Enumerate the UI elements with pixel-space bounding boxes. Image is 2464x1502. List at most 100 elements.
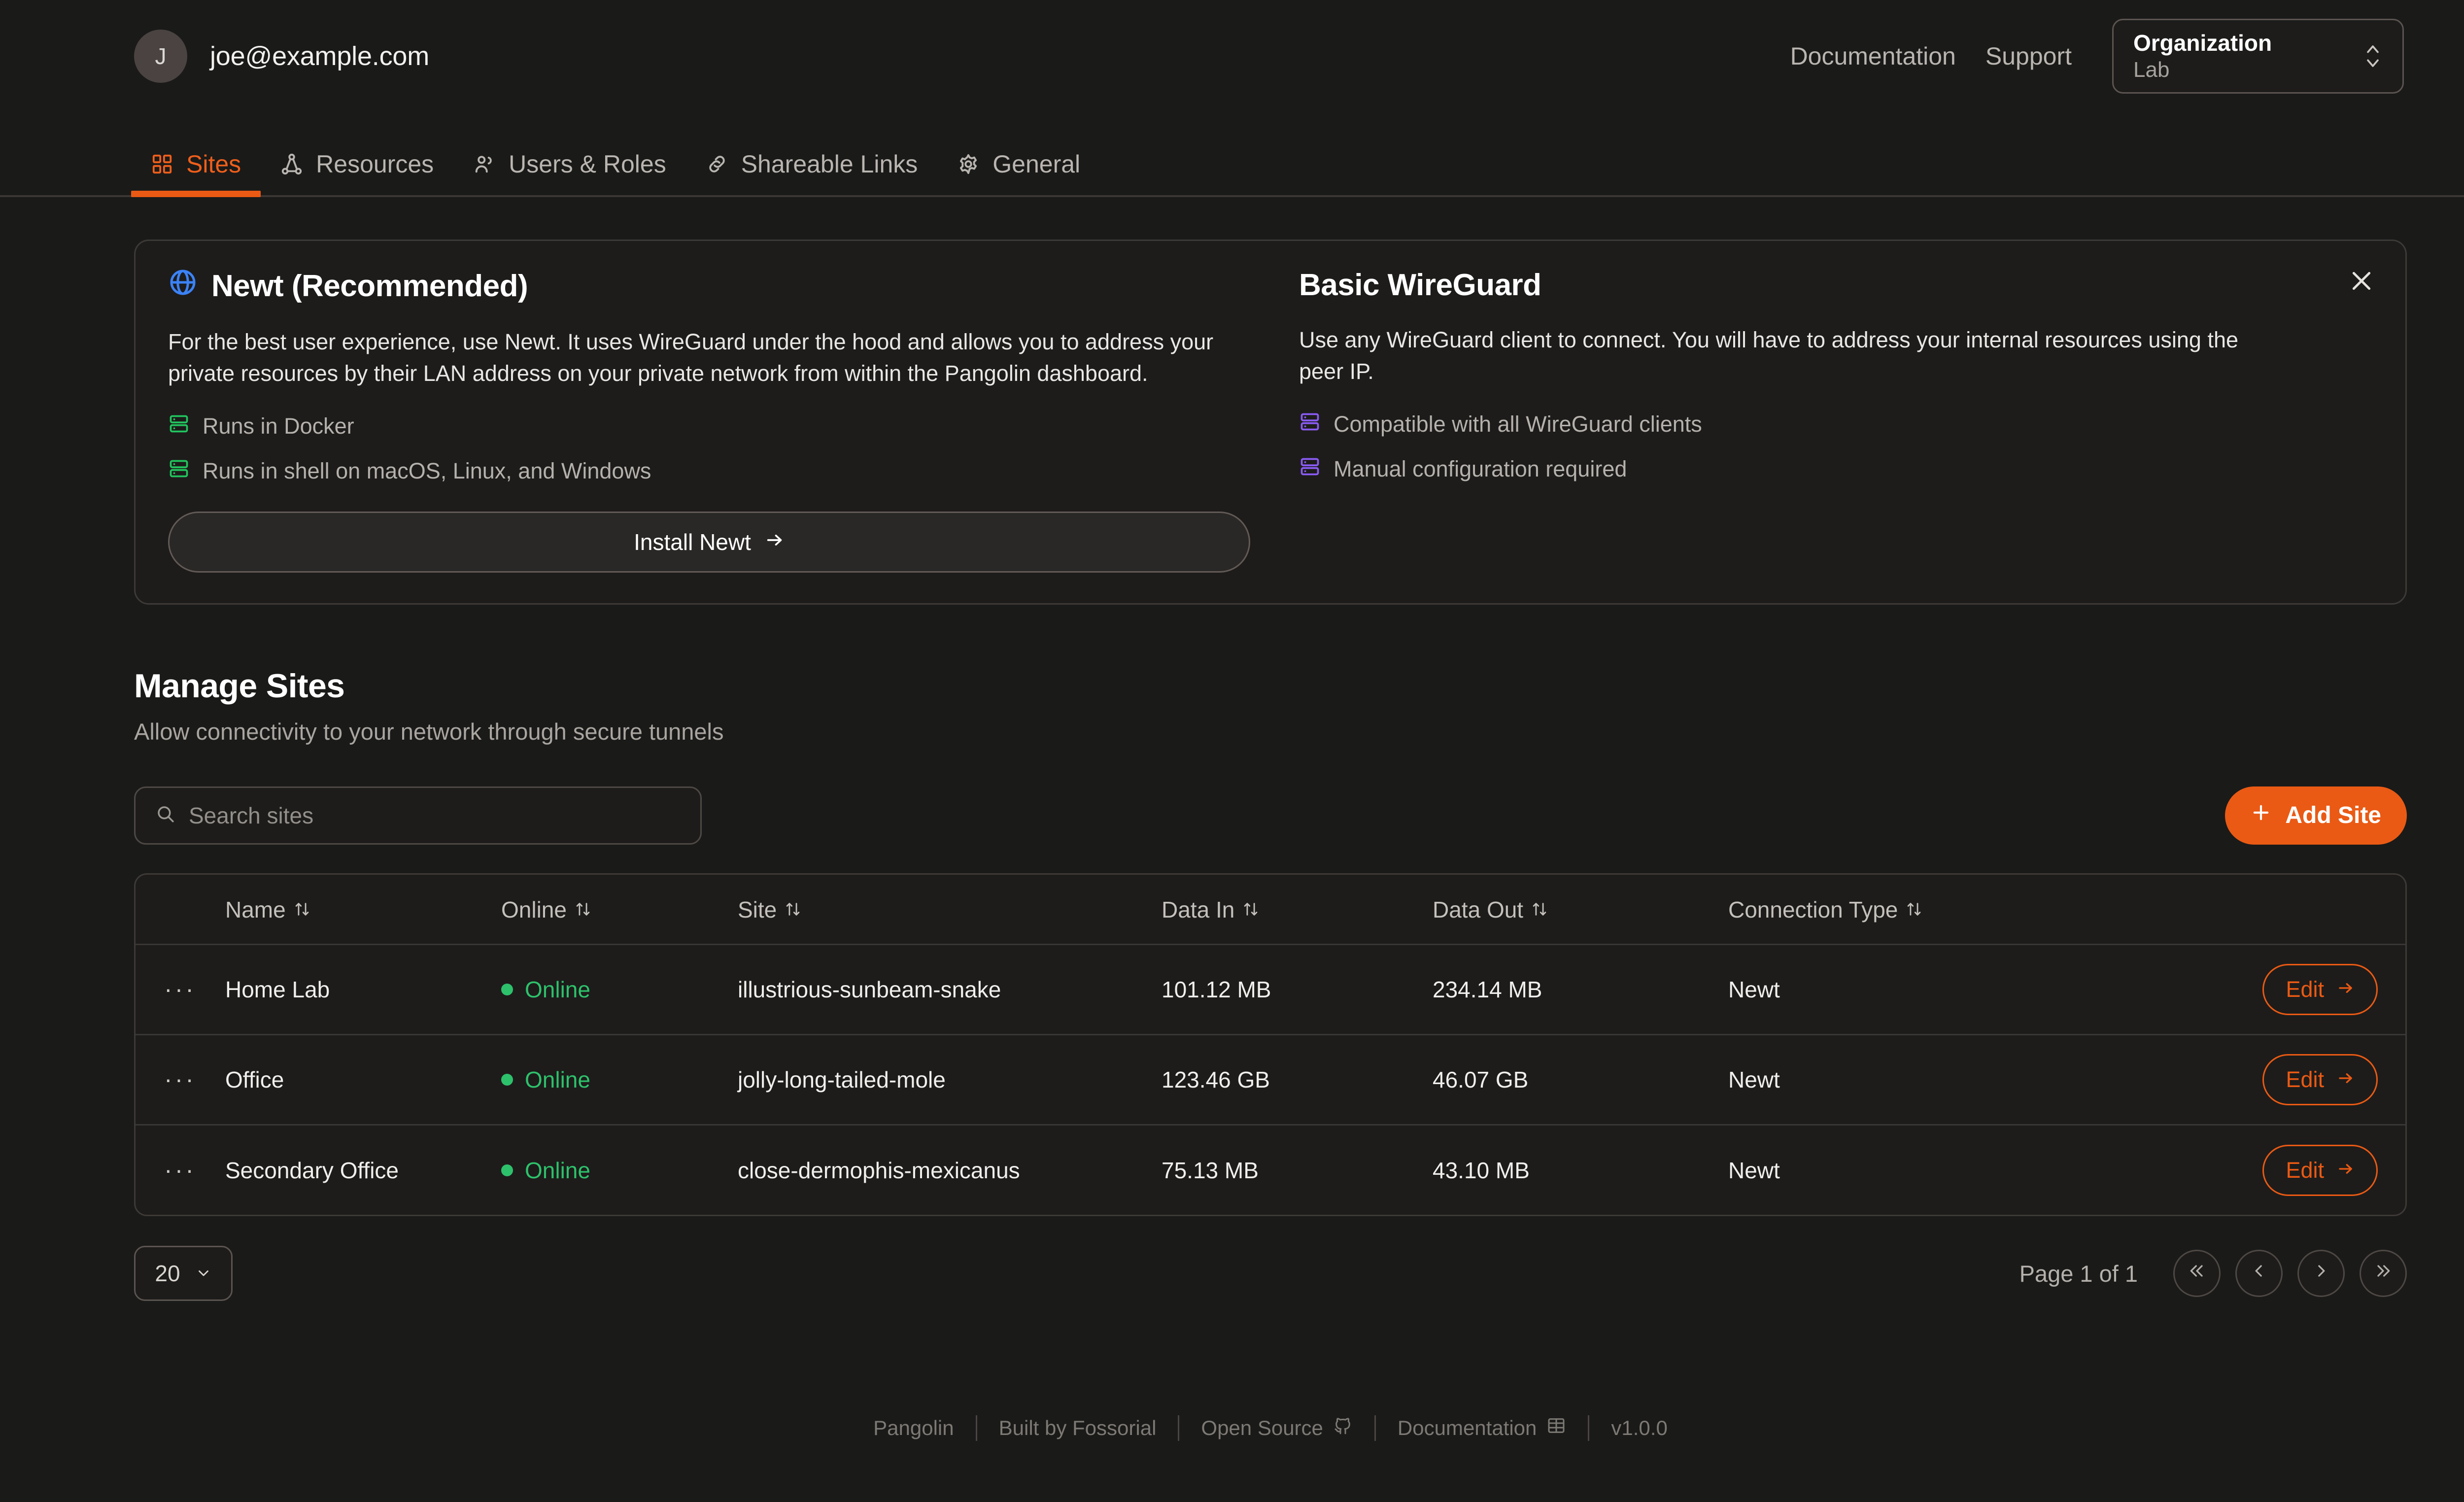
- tab-label: Sites: [186, 150, 241, 178]
- edit-button[interactable]: Edit: [2262, 1144, 2378, 1196]
- table-row[interactable]: ··· Secondary Office Online close-dermop…: [136, 1124, 2405, 1215]
- column-header-site[interactable]: Site: [738, 875, 1162, 945]
- tab-sites[interactable]: Sites: [131, 150, 261, 197]
- page-info: Page 1 of 1: [2019, 1260, 2138, 1287]
- row-menu-cell[interactable]: ···: [136, 943, 225, 1035]
- edit-button[interactable]: Edit: [2262, 1054, 2378, 1105]
- footer-divider: [1374, 1415, 1376, 1441]
- main-nav: Sites Resources Users & Roles: [0, 112, 2464, 197]
- search-sites-box[interactable]: [134, 786, 702, 845]
- chevrons-left-icon: [2187, 1261, 2207, 1286]
- org-selector-value: Lab: [2133, 58, 2170, 82]
- avatar: J: [134, 30, 187, 83]
- tab-label: General: [992, 150, 1081, 178]
- main-content: Newt (Recommended) For the best user exp…: [0, 197, 2464, 1354]
- first-page-button[interactable]: [2173, 1250, 2221, 1297]
- users-icon: [473, 153, 496, 175]
- user-email: joe@example.com: [210, 41, 430, 71]
- tab-resources[interactable]: Resources: [261, 150, 453, 195]
- newt-feature: Runs in shell on macOS, Linux, and Windo…: [168, 458, 1236, 485]
- table-row[interactable]: ··· Office Online jolly-long-tailed-mole…: [136, 1033, 2405, 1125]
- page-subtitle: Allow connectivity to your network throu…: [134, 718, 724, 745]
- table-row[interactable]: ··· Home Lab Online illustrious-sunbeam-…: [136, 943, 2405, 1035]
- app-footer: Pangolin Built by Fossorial Open Source …: [0, 1354, 2464, 1502]
- search-icon: [155, 804, 176, 827]
- feature-label: Runs in shell on macOS, Linux, and Windo…: [203, 458, 651, 484]
- chevrons-right-icon: [2373, 1261, 2393, 1286]
- cell-name: Home Lab: [225, 943, 501, 1035]
- page-title: Manage Sites: [134, 667, 345, 705]
- more-options-icon[interactable]: ···: [164, 1156, 196, 1184]
- status-badge: Online: [525, 976, 590, 1002]
- cell-site: close-dermophis-mexicanus: [738, 1124, 1162, 1215]
- newt-title: Newt (Recommended): [211, 269, 528, 303]
- previous-page-button[interactable]: [2235, 1250, 2283, 1297]
- column-header-actions: [2172, 875, 2405, 945]
- wireguard-title: Basic WireGuard: [1299, 268, 1541, 302]
- edit-label: Edit: [2286, 976, 2324, 1002]
- newt-panel: Newt (Recommended) For the best user exp…: [168, 268, 1270, 573]
- server-icon: [1299, 456, 1321, 483]
- footer-item-documentation[interactable]: Documentation: [1376, 1416, 1588, 1440]
- edit-button[interactable]: Edit: [2262, 963, 2378, 1015]
- last-page-button[interactable]: [2360, 1250, 2407, 1297]
- sort-icon: [1906, 896, 1922, 923]
- footer-divider: [1588, 1415, 1590, 1441]
- rows-per-page-select[interactable]: 20: [134, 1246, 233, 1301]
- header-link-support[interactable]: Support: [1985, 42, 2072, 70]
- close-icon[interactable]: [2344, 264, 2379, 298]
- user-block[interactable]: J joe@example.com: [134, 30, 429, 83]
- column-header-data-in[interactable]: Data In: [1162, 875, 1433, 945]
- github-icon: [1333, 1416, 1353, 1440]
- more-options-icon[interactable]: ···: [164, 975, 196, 1003]
- cell-data-in: 101.12 MB: [1162, 943, 1433, 1035]
- book-icon: [1546, 1416, 1566, 1440]
- link-icon: [706, 153, 728, 175]
- column-header-data-out[interactable]: Data Out: [1433, 875, 1728, 945]
- cell-connection-type: Newt: [1728, 1033, 2172, 1125]
- chevron-up-down-icon: [2363, 39, 2383, 73]
- next-page-button[interactable]: [2297, 1250, 2345, 1297]
- wireguard-feature: Manual configuration required: [1299, 456, 2279, 483]
- add-site-label: Add Site: [2285, 802, 2381, 829]
- more-options-icon[interactable]: ···: [164, 1065, 196, 1093]
- row-menu-cell[interactable]: ···: [136, 1124, 225, 1215]
- add-site-button[interactable]: Add Site: [2225, 786, 2407, 845]
- arrow-right-icon: [2337, 1067, 2355, 1092]
- tab-general[interactable]: General: [937, 150, 1100, 195]
- cell-data-out: 234.14 MB: [1433, 943, 1728, 1035]
- header-link-documentation[interactable]: Documentation: [1790, 42, 1956, 70]
- row-menu-cell[interactable]: ···: [136, 1033, 225, 1125]
- footer-item-built-by-fossorial[interactable]: Built by Fossorial: [998, 1416, 1157, 1439]
- server-icon: [1299, 411, 1321, 438]
- layout-grid-icon: [151, 153, 173, 175]
- cell-data-out: 43.10 MB: [1433, 1124, 1728, 1215]
- install-newt-label: Install Newt: [634, 529, 751, 555]
- row-menu-header: [136, 875, 225, 945]
- footer-documentation-label: Documentation: [1397, 1416, 1537, 1439]
- footer-item-open-source[interactable]: Open Source: [1179, 1416, 1374, 1440]
- organization-selector[interactable]: Organization Lab: [2112, 19, 2404, 94]
- cell-actions: Edit: [2172, 943, 2405, 1035]
- install-newt-button[interactable]: Install Newt: [168, 511, 1250, 573]
- cell-name: Secondary Office: [225, 1124, 501, 1215]
- feature-label: Compatible with all WireGuard clients: [1334, 411, 1702, 437]
- sites-toolbar: Add Site: [134, 786, 2407, 845]
- edit-label: Edit: [2286, 1066, 2324, 1092]
- chevron-left-icon: [2249, 1261, 2269, 1286]
- column-header-name[interactable]: Name: [225, 875, 501, 945]
- table-header-row: Name Online Site Data In Data Out Connec…: [136, 875, 2405, 945]
- org-selector-title: Organization: [2133, 30, 2272, 56]
- column-header-connection-type[interactable]: Connection Type: [1728, 875, 2172, 945]
- tab-users-roles[interactable]: Users & Roles: [453, 150, 686, 195]
- sort-icon: [294, 896, 310, 923]
- arrow-right-icon: [765, 529, 785, 555]
- sort-icon: [1531, 896, 1548, 923]
- tab-shareable-links[interactable]: Shareable Links: [686, 150, 938, 195]
- tab-label: Shareable Links: [741, 150, 918, 178]
- status-dot-icon: [501, 983, 513, 995]
- plus-icon: [2251, 802, 2271, 829]
- search-input[interactable]: [189, 802, 681, 829]
- column-header-online[interactable]: Online: [501, 875, 738, 945]
- cell-site: illustrious-sunbeam-snake: [738, 943, 1162, 1035]
